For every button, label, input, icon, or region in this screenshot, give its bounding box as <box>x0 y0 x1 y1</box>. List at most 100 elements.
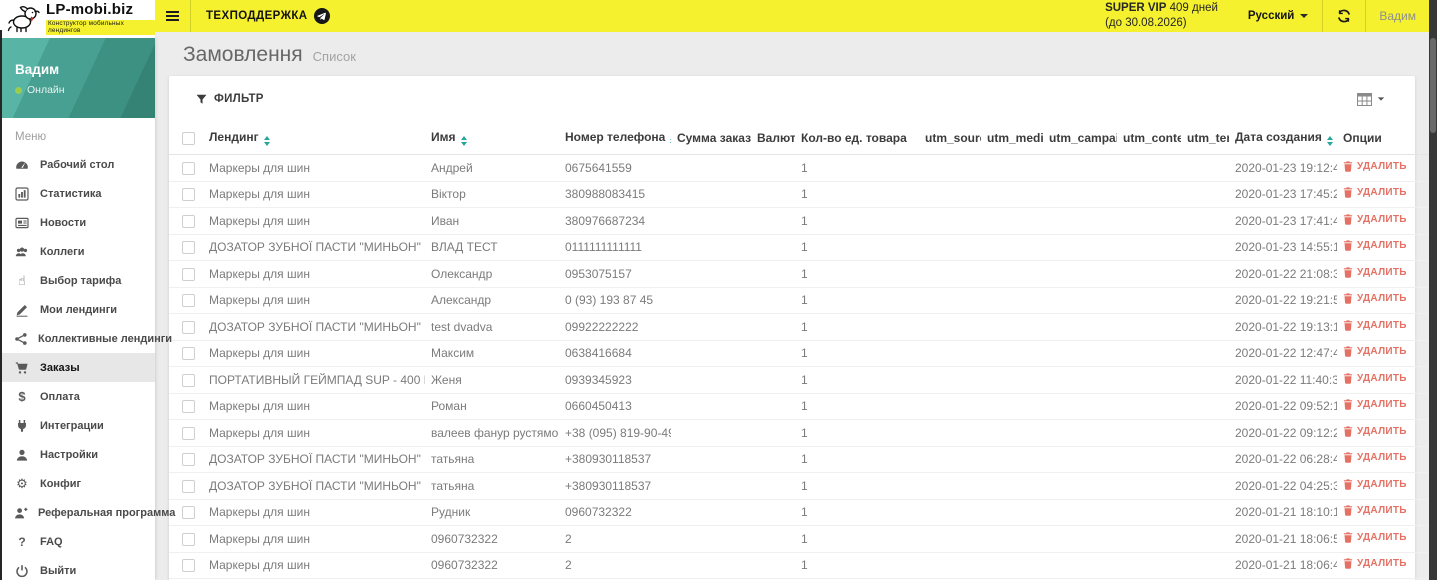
delete-button[interactable]: УДАЛИТЬ <box>1343 399 1407 410</box>
cell-landing: Маркеры для шин <box>203 260 425 288</box>
orders-table: Лендинг Имя Номер телефона Сумма заказа Валю… <box>169 122 1429 580</box>
table-grid-icon <box>1357 92 1372 106</box>
cell-utm_medium <box>981 154 1043 182</box>
sidebar-item-orders[interactable]: Заказы <box>0 353 155 382</box>
select-all-checkbox[interactable] <box>182 132 195 146</box>
hamburger-button[interactable] <box>155 0 191 32</box>
row-checkbox[interactable] <box>182 188 195 202</box>
sidebar-item-stats[interactable]: Статистика <box>0 179 155 208</box>
cell-utm_campaign <box>1043 552 1117 579</box>
sidebar-item-logout[interactable]: Выйти <box>0 556 155 580</box>
cell-currency <box>751 154 795 182</box>
column-header-name[interactable]: Имя <box>425 122 559 155</box>
row-checkbox[interactable] <box>182 347 195 361</box>
row-checkbox[interactable] <box>182 559 195 573</box>
tech-support-button[interactable]: ТЕХПОДДЕРЖКА <box>191 0 345 32</box>
row-checkbox[interactable] <box>182 532 195 546</box>
sidebar-item-my-landings[interactable]: Мои лендинги <box>0 295 155 324</box>
column-header-phone[interactable]: Номер телефона <box>559 122 671 155</box>
delete-button[interactable]: УДАЛИТЬ <box>1343 187 1407 198</box>
cell-utm_medium <box>981 393 1043 420</box>
row-checkbox[interactable] <box>182 161 195 175</box>
cell-created: 2020-01-22 11:40:37 <box>1229 366 1337 394</box>
cell-currency <box>751 446 795 473</box>
cell-utm_term <box>1181 260 1229 288</box>
share-icon <box>14 332 28 346</box>
cell-utm_source <box>919 472 981 500</box>
delete-button[interactable]: УДАЛИТЬ <box>1343 558 1407 569</box>
scrollbar[interactable] <box>1429 0 1437 580</box>
delete-button[interactable]: УДАЛИТЬ <box>1343 532 1407 543</box>
row-checkbox[interactable] <box>182 373 195 387</box>
sidebar-item-colleagues[interactable]: Коллеги <box>0 237 155 266</box>
cell-qty: 1 <box>795 472 919 500</box>
logo[interactable]: LP-mobi.biz Конструктор мобильных лендин… <box>0 0 155 38</box>
column-header-landing[interactable]: Лендинг <box>203 122 425 155</box>
sidebar-item-integrations[interactable]: Интеграции <box>0 411 155 440</box>
delete-label: УДАЛИТЬ <box>1357 266 1407 278</box>
delete-button[interactable]: УДАЛИТЬ <box>1343 452 1407 463</box>
table-row: Маркеры для шин Роман 0660450413 1 2020-01-2… <box>169 393 1429 420</box>
cell-sum <box>671 154 751 182</box>
cell-checkbox <box>169 260 203 288</box>
cell-utm_source <box>919 313 981 341</box>
delete-button[interactable]: УДАЛИТЬ <box>1343 267 1407 278</box>
row-checkbox[interactable] <box>182 453 195 467</box>
row-checkbox[interactable] <box>182 479 195 493</box>
row-checkbox[interactable] <box>182 426 195 440</box>
sidebar-item-news[interactable]: Новости <box>0 208 155 237</box>
delete-button[interactable]: УДАЛИТЬ <box>1343 161 1407 172</box>
cell-sum <box>671 472 751 500</box>
row-checkbox[interactable] <box>182 506 195 520</box>
subscription-plan-info: SUPER VIP 409 дней (до 30.08.2026) <box>1105 1 1218 31</box>
cell-utm_term <box>1181 234 1229 261</box>
row-checkbox[interactable] <box>182 294 195 308</box>
scrollbar-thumb[interactable] <box>1430 38 1436 133</box>
delete-button[interactable]: УДАЛИТЬ <box>1343 479 1407 490</box>
delete-button[interactable]: УДАЛИТЬ <box>1343 373 1407 384</box>
delete-button[interactable]: УДАЛИТЬ <box>1343 293 1407 304</box>
cell-options: УДАЛИТЬ <box>1337 260 1429 288</box>
cell-currency <box>751 578 795 580</box>
delete-button[interactable]: УДАЛИТЬ <box>1343 214 1407 225</box>
cell-name: 0960732322 <box>425 552 559 579</box>
row-checkbox[interactable] <box>182 320 195 334</box>
column-visibility-button[interactable] <box>1357 92 1385 106</box>
delete-label: УДАЛИТЬ <box>1357 319 1407 331</box>
row-checkbox[interactable] <box>182 267 195 281</box>
sidebar-item-settings[interactable]: Настройки <box>0 440 155 469</box>
language-selector[interactable]: Русский <box>1234 0 1322 32</box>
delete-button[interactable]: УДАЛИТЬ <box>1343 505 1407 516</box>
sidebar-item-dashboard[interactable]: Рабочий стол <box>0 150 155 179</box>
header-username-button[interactable]: Вадим <box>1366 0 1429 32</box>
row-checkbox[interactable] <box>182 400 195 414</box>
sidebar-item-collective-landings[interactable]: Коллективные лендинги <box>0 324 172 353</box>
filter-button[interactable]: ФИЛЬТР <box>196 93 264 105</box>
sort-icon <box>1326 136 1333 146</box>
sidebar-item-payment[interactable]: $ Оплата <box>0 382 155 411</box>
cell-checkbox <box>169 446 203 473</box>
sidebar-item-tariff[interactable]: ☝ Выбор тарифа <box>0 266 155 295</box>
column-header-created[interactable]: Дата создания <box>1229 122 1337 155</box>
cell-utm_source <box>919 340 981 367</box>
row-checkbox[interactable] <box>182 214 195 228</box>
delete-button[interactable]: УДАЛИТЬ <box>1343 426 1407 437</box>
cell-landing: Маркеры для шин <box>203 525 425 553</box>
sidebar-item-faq[interactable]: ? FAQ <box>0 527 155 556</box>
delete-button[interactable]: УДАЛИТЬ <box>1343 320 1407 331</box>
cell-utm_content <box>1117 366 1181 394</box>
sidebar-item-config[interactable]: ⚙ Конфиг <box>0 469 155 498</box>
cell-phone: 0638416684 <box>559 340 671 367</box>
delete-label: УДАЛИТЬ <box>1357 160 1407 172</box>
cell-name: Иван <box>425 207 559 235</box>
newspaper-icon <box>14 216 30 230</box>
refresh-button[interactable] <box>1323 0 1365 32</box>
sidebar-item-referral[interactable]: Реферальная программа <box>0 498 175 527</box>
delete-button[interactable]: УДАЛИТЬ <box>1343 240 1407 251</box>
cell-utm_term <box>1181 313 1229 341</box>
row-checkbox[interactable] <box>182 241 195 255</box>
cell-currency <box>751 287 795 314</box>
delete-button[interactable]: УДАЛИТЬ <box>1343 346 1407 357</box>
cell-checkbox <box>169 578 203 580</box>
table-row: ПОРТАТИВНЫЙ ГЕЙМПАД SUP - 400 ИГР В 1Жен… <box>169 366 1429 394</box>
